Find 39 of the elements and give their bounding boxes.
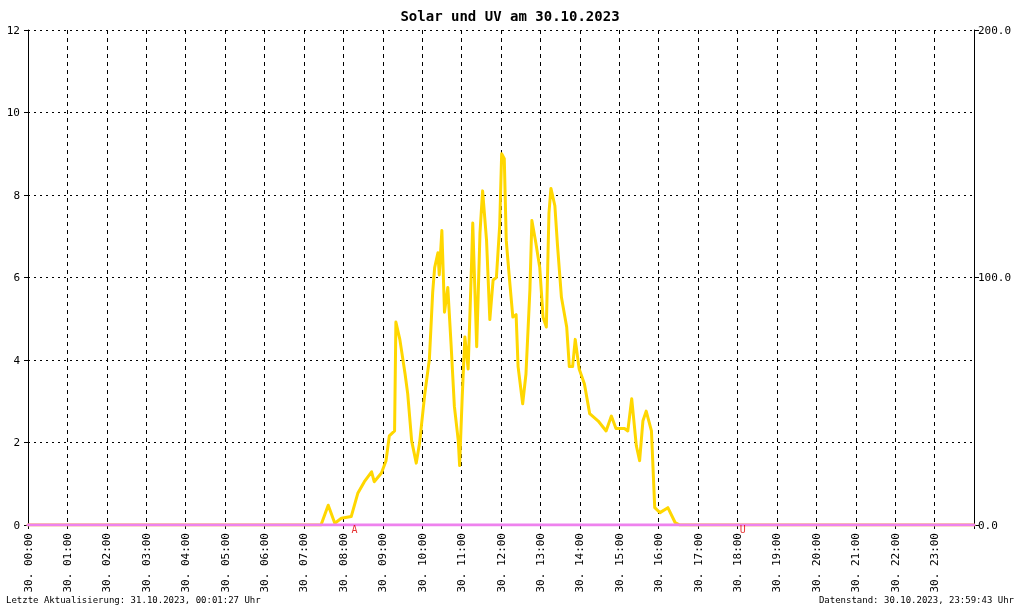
x-tick-label: 30. 13:00 <box>533 533 547 593</box>
y-tick-label: 4 <box>13 353 21 367</box>
y2-tick-label: 100.0 <box>978 271 1012 284</box>
y-tick-label: 2 <box>13 436 20 449</box>
x-tick-label: 30. 04:00 <box>179 533 193 593</box>
text: Datenstand: 30.10.2023, 23:59:43 Uhr <box>818 594 1015 605</box>
x-tick-label: 30. 19:00 <box>770 533 784 593</box>
x-tick-label: 30. 11:00 <box>455 533 469 593</box>
x-tick-label: 30. 07:00 <box>297 533 311 593</box>
x-tick-label: 30. 01:00 <box>60 533 74 593</box>
chart-title: Solar und UV am 30.10.2023 <box>400 8 620 24</box>
x-tick-label: 30. 23:00 <box>928 533 942 593</box>
y-tick-label: 8 <box>13 188 20 202</box>
x-tick-label: 30. 05:00 <box>218 533 232 593</box>
x-tick-label: 30. 14:00 <box>573 533 587 593</box>
x-tick-label: 30. 03:00 <box>139 533 153 593</box>
x-tick-label: 30. 02:00 <box>100 533 114 593</box>
y-tick-label: 12 <box>6 23 20 37</box>
annotation: U <box>739 523 746 535</box>
y-tick-label: 6 <box>13 271 20 284</box>
x-tick-label: 30. 08:00 <box>336 533 350 593</box>
x-tick-label: 30. 17:00 <box>691 533 705 593</box>
x-tick-label: 30. 15:00 <box>612 533 626 593</box>
x-tick-label: 30. 10:00 <box>415 533 429 593</box>
y-tick-label: 10 <box>6 106 20 119</box>
x-tick-label: 30. 09:00 <box>376 533 390 593</box>
annotation: A <box>351 523 358 535</box>
text: Letzte Aktualisierung: 31.10.2023, 00:01:27 Uhr <box>6 594 262 605</box>
x-tick-label: 30. 22:00 <box>888 533 902 593</box>
y2-tick-label: 0.0 <box>978 518 998 532</box>
x-tick-label: 30. 06:00 <box>258 533 271 593</box>
x-tick-label: 30. 18:00 <box>731 533 744 593</box>
y-tick-label: 0 <box>13 518 20 532</box>
x-tick-label: 30. 20:00 <box>809 533 823 593</box>
x-tick-label: 30. 21:00 <box>849 533 863 593</box>
x-tick-label: 30. 00:00 <box>21 533 35 593</box>
x-tick-label: 30. 16:00 <box>652 533 666 593</box>
x-tick-label: 30. 12:00 <box>494 533 508 593</box>
y2-tick-label: 200.0 <box>978 23 1012 37</box>
